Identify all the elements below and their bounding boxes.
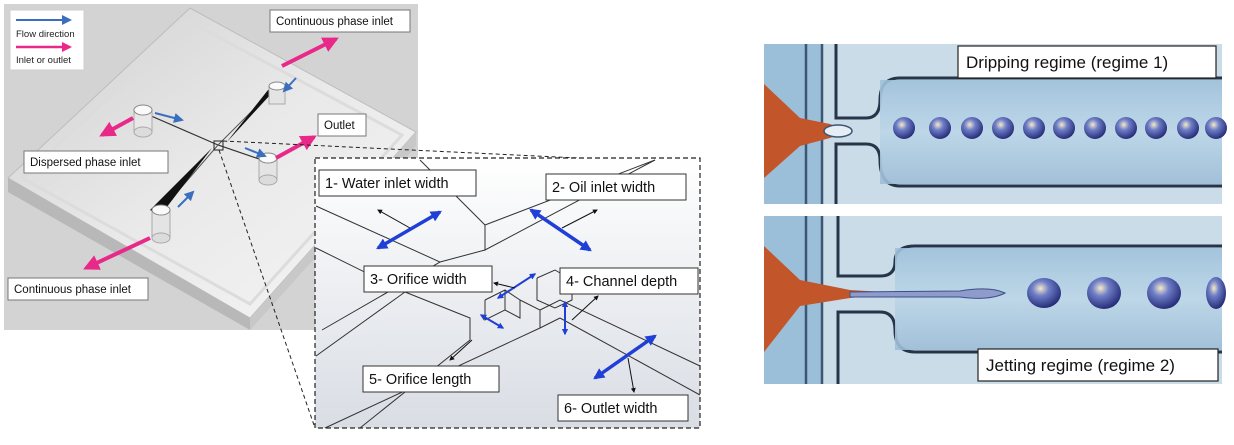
label-orifice-length-text: 5- Orifice length <box>369 372 471 388</box>
droplet <box>1023 117 1045 139</box>
droplet <box>1177 117 1199 139</box>
droplet <box>1027 278 1061 308</box>
droplet <box>1206 277 1226 309</box>
port-continuous-bottom <box>151 204 171 244</box>
label-continuous-top-text: Continuous phase inlet <box>276 16 394 28</box>
leader-water-inlet <box>377 209 411 229</box>
zoom-connector-top <box>222 140 579 159</box>
micrograph-jetting: Jetting regime (regime 2) <box>764 216 1226 384</box>
port-outlet <box>258 152 278 186</box>
label-outlet-text: Outlet <box>324 120 355 132</box>
chip-rim <box>19 20 405 306</box>
legend: Flow direction Inlet or outlet <box>9 9 85 71</box>
junction-marker <box>213 140 224 151</box>
dripping-droplets <box>893 117 1227 139</box>
label-channel-depth-text: 4- Channel depth <box>566 274 677 290</box>
dim-water-inlet-width <box>376 210 442 250</box>
dim-orifice-width <box>496 273 537 299</box>
outlet-arrow <box>275 135 317 160</box>
dim-outlet-width <box>593 334 657 380</box>
lower-inlet-cone <box>150 148 212 216</box>
label-dispersed-text: Dispersed phase inlet <box>30 157 141 169</box>
inlet-arrow-continuous-bottom <box>83 236 151 270</box>
droplet <box>1084 117 1106 139</box>
zoom-panel: 1- Water inlet width 2- Oil inlet width … <box>314 157 701 429</box>
jet-thread <box>849 288 1007 299</box>
droplet <box>929 117 951 139</box>
label-orifice-width-text: 3- Orifice width <box>370 272 467 288</box>
micrograph-dripping: Dripping regime (regime 1) <box>764 44 1227 204</box>
flow-arrow-outlet <box>244 147 267 158</box>
label-oil-inlet-width: 2- Oil inlet width <box>545 173 687 201</box>
leader-orifice-length <box>449 339 473 361</box>
dim-orifice-length <box>479 314 505 329</box>
label-continuous-bottom: Continuous phase inlet <box>7 277 149 301</box>
flow-arrow-continuous-bottom <box>177 190 195 208</box>
droplet <box>1087 277 1121 309</box>
port-dispersed <box>133 104 153 138</box>
leader-channel-depth <box>571 295 599 321</box>
jetting-droplets <box>1027 277 1226 309</box>
jetting-label-text: Jetting regime (regime 2) <box>986 356 1175 375</box>
legend-inlet-label: Inlet or outlet <box>16 55 71 66</box>
chip-side-left <box>8 178 250 330</box>
dripping-dispersed-phase <box>764 84 848 178</box>
label-continuous-top: Continuous phase inlet <box>269 9 411 33</box>
label-outlet-width-text: 6- Outlet width <box>564 401 658 417</box>
jetting-label: Jetting regime (regime 2) <box>977 348 1219 382</box>
droplet <box>1147 277 1181 309</box>
droplet <box>961 117 983 139</box>
dripping-label-text: Dripping regime (regime 1) <box>966 53 1168 72</box>
dim-oil-inlet-width <box>529 208 592 252</box>
jetting-dispersed-phase <box>764 246 900 352</box>
droplet <box>1145 117 1167 139</box>
label-water-inlet-width: 1- Water inlet width <box>318 169 477 197</box>
label-water-inlet-width-text: 1- Water inlet width <box>325 176 449 192</box>
label-dispersed: Dispersed phase inlet <box>23 150 169 174</box>
flow-arrow-dispersed <box>154 112 184 123</box>
upper-inlet-cone <box>226 82 282 143</box>
droplet <box>1115 117 1137 139</box>
label-outlet-width: 6- Outlet width <box>557 394 689 422</box>
leader-oil-inlet <box>561 209 598 229</box>
label-orifice-width: 3- Orifice width <box>363 265 493 293</box>
droplet <box>1053 117 1075 139</box>
flow-arrow-continuous-top <box>282 77 297 93</box>
leader-outlet-width <box>627 357 636 393</box>
label-continuous-bottom-text: Continuous phase inlet <box>14 284 132 296</box>
inlet-arrow-dispersed <box>99 116 134 137</box>
label-channel-depth: 4- Channel depth <box>559 267 699 295</box>
droplet <box>1205 117 1227 139</box>
zoom-connector-bottom <box>218 149 316 429</box>
inlet-arrow-continuous-top <box>281 37 339 68</box>
dripping-label: Dripping regime (regime 1) <box>957 45 1217 79</box>
port-continuous-top <box>268 81 286 105</box>
droplet <box>992 117 1014 139</box>
legend-flow-label: Flow direction <box>16 29 75 40</box>
label-oil-inlet-width-text: 2- Oil inlet width <box>552 180 655 196</box>
droplet <box>893 117 915 139</box>
label-outlet: Outlet <box>317 113 367 137</box>
label-orifice-length: 5- Orifice length <box>362 365 500 393</box>
leader-orifice-width <box>493 281 516 289</box>
